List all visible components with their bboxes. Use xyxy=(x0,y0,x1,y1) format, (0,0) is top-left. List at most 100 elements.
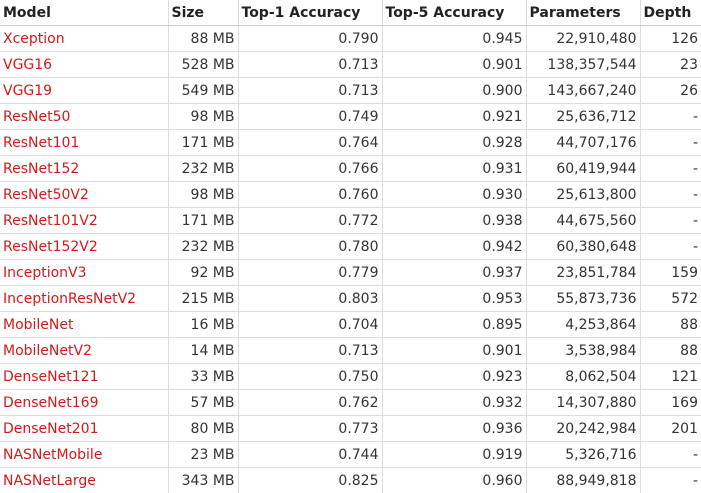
header-size[interactable]: Size xyxy=(168,0,238,26)
top5-accuracy-cell: 0.942 xyxy=(382,234,526,260)
size-cell: 549 MB xyxy=(168,78,238,104)
model-name-link[interactable]: Xception xyxy=(3,31,65,47)
model-name-link[interactable]: MobileNetV2 xyxy=(3,343,92,359)
parameters-cell: 138,357,544 xyxy=(526,52,640,78)
size-cell: 80 MB xyxy=(168,416,238,442)
model-name-link[interactable]: VGG19 xyxy=(3,83,52,99)
model-name-link[interactable]: ResNet50 xyxy=(3,109,70,125)
parameters-cell: 3,538,984 xyxy=(526,338,640,364)
top1-accuracy-cell: 0.750 xyxy=(238,364,382,390)
parameters-cell: 4,253,864 xyxy=(526,312,640,338)
top1-accuracy-cell: 0.762 xyxy=(238,390,382,416)
model-cell: InceptionV3 xyxy=(0,260,168,286)
model-cell: MobileNet xyxy=(0,312,168,338)
size-cell: 88 MB xyxy=(168,26,238,52)
header-model[interactable]: Model xyxy=(0,0,168,26)
depth-cell: - xyxy=(640,468,701,493)
top1-accuracy-cell: 0.749 xyxy=(238,104,382,130)
parameters-cell: 88,949,818 xyxy=(526,468,640,493)
top5-accuracy-cell: 0.900 xyxy=(382,78,526,104)
model-name-link[interactable]: InceptionResNetV2 xyxy=(3,291,136,307)
size-cell: 98 MB xyxy=(168,182,238,208)
top1-accuracy-cell: 0.790 xyxy=(238,26,382,52)
model-name-link[interactable]: ResNet101V2 xyxy=(3,213,98,229)
model-name-link[interactable]: DenseNet169 xyxy=(3,395,98,411)
model-cell: ResNet50 xyxy=(0,104,168,130)
depth-cell: 23 xyxy=(640,52,701,78)
model-name-link[interactable]: ResNet152V2 xyxy=(3,239,98,255)
depth-cell: 126 xyxy=(640,26,701,52)
depth-cell: - xyxy=(640,182,701,208)
top5-accuracy-cell: 0.936 xyxy=(382,416,526,442)
parameters-cell: 25,613,800 xyxy=(526,182,640,208)
model-name-link[interactable]: InceptionV3 xyxy=(3,265,87,281)
size-cell: 14 MB xyxy=(168,338,238,364)
depth-cell: - xyxy=(640,234,701,260)
model-cell: DenseNet121 xyxy=(0,364,168,390)
top5-accuracy-cell: 0.928 xyxy=(382,130,526,156)
top1-accuracy-cell: 0.713 xyxy=(238,78,382,104)
parameters-cell: 20,242,984 xyxy=(526,416,640,442)
top1-accuracy-cell: 0.825 xyxy=(238,468,382,493)
top1-accuracy-cell: 0.766 xyxy=(238,156,382,182)
parameters-cell: 14,307,880 xyxy=(526,390,640,416)
model-cell: DenseNet169 xyxy=(0,390,168,416)
parameters-cell: 25,636,712 xyxy=(526,104,640,130)
top5-accuracy-cell: 0.901 xyxy=(382,52,526,78)
model-cell: ResNet50V2 xyxy=(0,182,168,208)
top1-accuracy-cell: 0.704 xyxy=(238,312,382,338)
top5-accuracy-cell: 0.930 xyxy=(382,182,526,208)
model-name-link[interactable]: ResNet152 xyxy=(3,161,79,177)
model-cell: InceptionResNetV2 xyxy=(0,286,168,312)
depth-cell: - xyxy=(640,130,701,156)
top5-accuracy-cell: 0.931 xyxy=(382,156,526,182)
model-name-link[interactable]: DenseNet201 xyxy=(3,421,98,437)
size-cell: 16 MB xyxy=(168,312,238,338)
header-top5-accuracy[interactable]: Top-5 Accuracy xyxy=(382,0,526,26)
size-cell: 232 MB xyxy=(168,156,238,182)
model-name-link[interactable]: NASNetLarge xyxy=(3,473,96,489)
size-cell: 33 MB xyxy=(168,364,238,390)
model-name-link[interactable]: NASNetMobile xyxy=(3,447,102,463)
model-name-link[interactable]: DenseNet121 xyxy=(3,369,98,385)
top1-accuracy-cell: 0.780 xyxy=(238,234,382,260)
top1-accuracy-cell: 0.760 xyxy=(238,182,382,208)
header-top1-accuracy[interactable]: Top-1 Accuracy xyxy=(238,0,382,26)
model-cell: ResNet101 xyxy=(0,130,168,156)
model-name-link[interactable]: MobileNet xyxy=(3,317,74,333)
model-name-link[interactable]: VGG16 xyxy=(3,57,52,73)
depth-cell: 88 xyxy=(640,312,701,338)
model-name-link[interactable]: ResNet101 xyxy=(3,135,79,151)
top5-accuracy-cell: 0.945 xyxy=(382,26,526,52)
header-parameters[interactable]: Parameters xyxy=(526,0,640,26)
size-cell: 23 MB xyxy=(168,442,238,468)
size-cell: 343 MB xyxy=(168,468,238,493)
top5-accuracy-cell: 0.953 xyxy=(382,286,526,312)
parameters-cell: 8,062,504 xyxy=(526,364,640,390)
model-name-link[interactable]: ResNet50V2 xyxy=(3,187,89,203)
top5-accuracy-cell: 0.919 xyxy=(382,442,526,468)
depth-cell: 201 xyxy=(640,416,701,442)
depth-cell: - xyxy=(640,208,701,234)
parameters-cell: 44,675,560 xyxy=(526,208,640,234)
top5-accuracy-cell: 0.960 xyxy=(382,468,526,493)
header-depth[interactable]: Depth xyxy=(640,0,701,26)
table-header: Model Size Top-1 Accuracy Top-5 Accuracy… xyxy=(0,0,701,26)
parameters-cell: 5,326,716 xyxy=(526,442,640,468)
parameters-cell: 60,419,944 xyxy=(526,156,640,182)
top5-accuracy-cell: 0.932 xyxy=(382,390,526,416)
model-cell: ResNet152V2 xyxy=(0,234,168,260)
model-cell: NASNetLarge xyxy=(0,468,168,493)
